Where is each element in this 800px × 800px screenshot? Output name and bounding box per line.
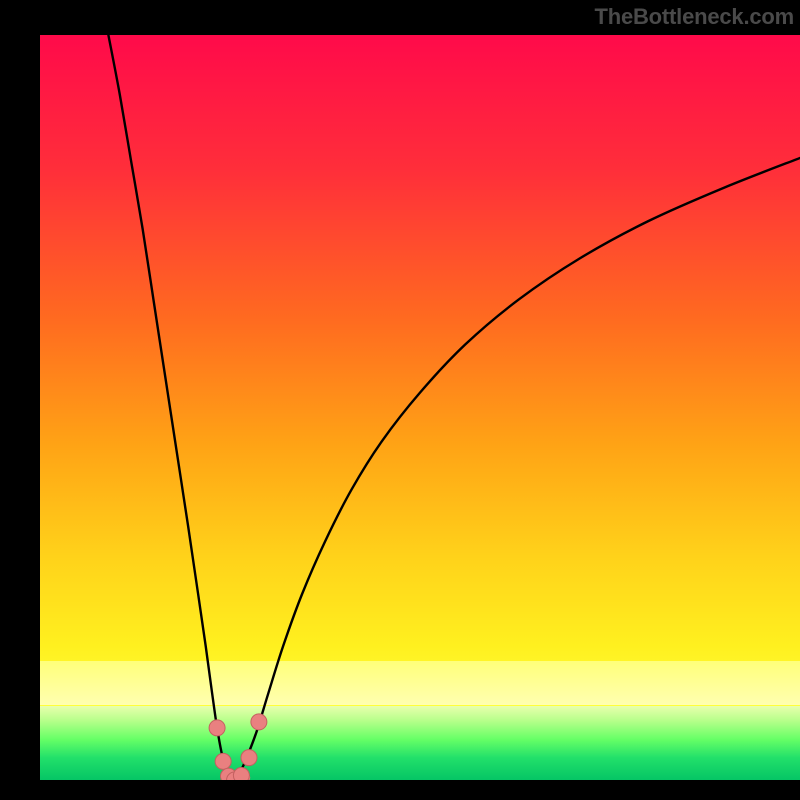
- curves-layer: [40, 35, 800, 780]
- marker-dot: [233, 768, 249, 780]
- marker-dot: [215, 753, 231, 769]
- curve-left: [108, 35, 233, 780]
- curve-right: [234, 158, 800, 780]
- chart-stage: TheBottleneck.com: [0, 0, 800, 800]
- marker-dot: [209, 720, 225, 736]
- watermark-text: TheBottleneck.com: [594, 4, 794, 30]
- marker-dot: [251, 714, 267, 730]
- plot-area: [40, 35, 800, 780]
- marker-dot: [241, 750, 257, 766]
